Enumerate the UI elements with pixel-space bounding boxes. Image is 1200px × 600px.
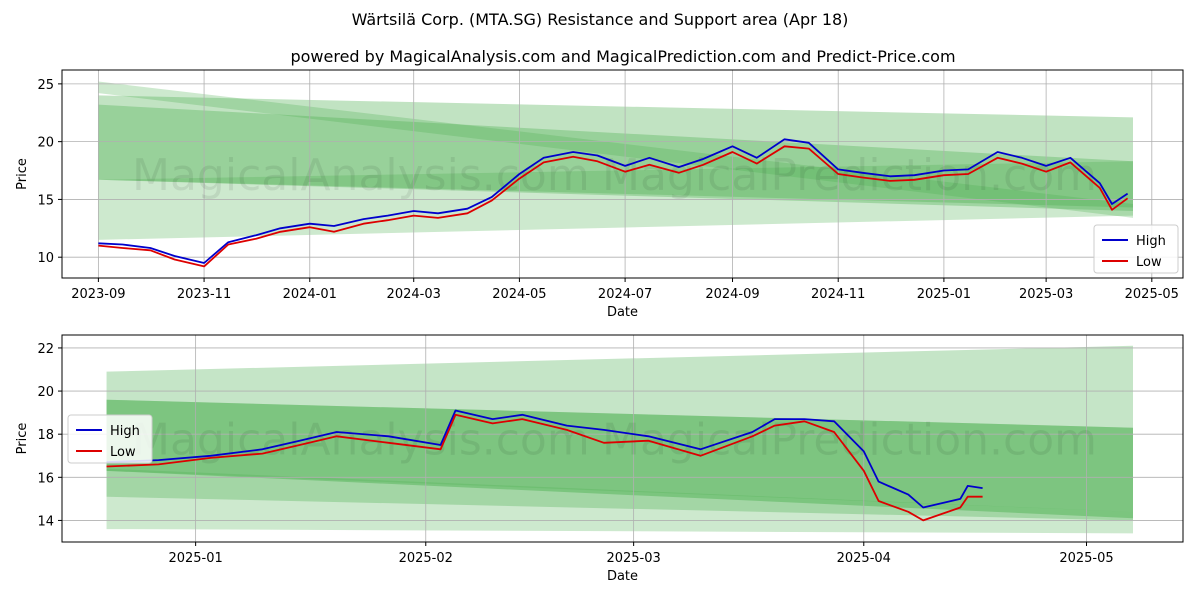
series-line-low bbox=[98, 145, 1129, 268]
plot-area: MagicalAnalysis.com MagicalPrediction.com bbox=[62, 70, 1183, 278]
axes-frame bbox=[61, 334, 1184, 543]
support-resistance-band bbox=[98, 104, 1133, 208]
x-tick-label: 2023-11 bbox=[177, 287, 231, 302]
x-axis-label: Date bbox=[607, 569, 638, 584]
x-tick-label: 2025-03 bbox=[606, 551, 660, 566]
legend-label-low: Low bbox=[1136, 255, 1162, 270]
chart-subtitle: powered by MagicalAnalysis.com and Magic… bbox=[290, 47, 955, 66]
support-resistance-band bbox=[106, 399, 1133, 519]
y-tick-label: 20 bbox=[37, 385, 54, 400]
y-tick-label: 16 bbox=[37, 471, 54, 486]
x-tick-label: 2025-02 bbox=[399, 551, 453, 566]
x-tick-label: 2025-04 bbox=[837, 551, 891, 566]
x-tick-label: 2024-09 bbox=[705, 287, 759, 302]
y-tick-label: 25 bbox=[37, 78, 54, 93]
x-tick-label: 2023-09 bbox=[71, 287, 125, 302]
x-tick-label: 2024-05 bbox=[492, 287, 546, 302]
y-axis-label: Price bbox=[15, 423, 30, 455]
y-axis-label: Price bbox=[15, 158, 30, 190]
y-tick-label: 18 bbox=[37, 428, 54, 443]
support-resistance-band bbox=[98, 95, 1133, 211]
x-tick-label: 2024-07 bbox=[598, 287, 652, 302]
series-line-high bbox=[106, 409, 983, 509]
legend-label-high: High bbox=[110, 424, 140, 439]
series-line-high bbox=[98, 138, 1129, 264]
legend-label-high: High bbox=[1136, 234, 1166, 249]
legend-label-low: Low bbox=[110, 445, 136, 460]
legend: High Low bbox=[67, 414, 153, 464]
support-resistance-band bbox=[106, 468, 1133, 534]
watermark-text: MagicalAnalysis.com bbox=[132, 150, 590, 201]
y-tick-label: 15 bbox=[37, 193, 54, 208]
y-tick-label: 22 bbox=[37, 342, 54, 357]
x-tick-label: 2024-11 bbox=[811, 287, 865, 302]
bottom-chart-panel: MagicalAnalysis.com MagicalPrediction.com… bbox=[15, 334, 1184, 584]
y-tick-label: 14 bbox=[37, 514, 54, 529]
plot-area: MagicalAnalysis.com MagicalPrediction.com bbox=[62, 335, 1183, 542]
x-axis-label: Date bbox=[607, 305, 638, 320]
series-line-low bbox=[106, 413, 983, 522]
x-tick-label: 2024-01 bbox=[283, 287, 337, 302]
axes-frame bbox=[61, 69, 1184, 279]
y-tick-label: 10 bbox=[37, 251, 54, 266]
x-tick-label: 2025-05 bbox=[1125, 287, 1179, 302]
chart-title: Wärtsilä Corp. (MTA.SG) Resistance and S… bbox=[352, 10, 849, 29]
legend: High Low bbox=[1093, 224, 1179, 274]
x-tick-label: 2025-01 bbox=[917, 287, 971, 302]
watermark-text: MagicalPrediction.com bbox=[602, 415, 1097, 466]
support-resistance-band bbox=[106, 399, 1133, 512]
support-resistance-band bbox=[98, 81, 1133, 218]
x-tick-label: 2025-03 bbox=[1019, 287, 1073, 302]
y-tick-label: 20 bbox=[37, 136, 54, 151]
top-chart-panel: MagicalAnalysis.com MagicalPrediction.com… bbox=[15, 69, 1184, 320]
x-tick-label: 2025-01 bbox=[168, 551, 222, 566]
x-tick-label: 2024-03 bbox=[387, 287, 441, 302]
x-tick-label: 2025-05 bbox=[1059, 551, 1113, 566]
